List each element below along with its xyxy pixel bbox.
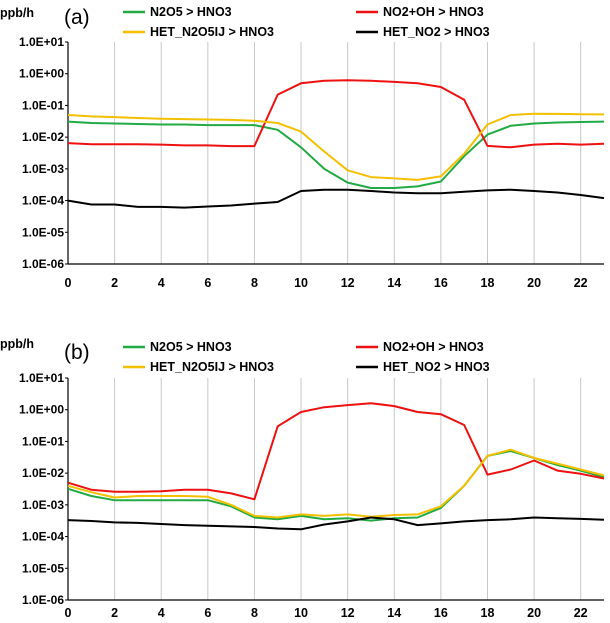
x-tick-label: 10 <box>294 276 308 290</box>
y-tick-label: 1.0E-05 <box>22 561 64 575</box>
series-line <box>67 450 605 522</box>
series-line <box>67 120 605 189</box>
y-tick-label: 1.0E-02 <box>22 130 64 144</box>
series-line <box>67 516 605 531</box>
y-tick-label: 1.0E+00 <box>19 67 64 81</box>
legend-label: NO2+OH > HNO3 <box>383 5 484 19</box>
x-tick-label: 8 <box>251 606 258 620</box>
x-tick-label: 20 <box>527 276 541 290</box>
legend-entry: NO2+OH > HNO3 <box>356 340 484 354</box>
x-tick-label: 2 <box>111 606 118 620</box>
x-tick-label: 20 <box>527 606 541 620</box>
x-tick-label: 22 <box>574 606 588 620</box>
legend-label: HET_N2O5IJ > HNO3 <box>150 25 274 39</box>
x-tick-label: 6 <box>204 276 211 290</box>
x-tick-label: 12 <box>341 276 355 290</box>
series-line <box>67 402 605 501</box>
x-tick-label: 0 <box>65 606 72 620</box>
x-tick-label: 14 <box>387 276 401 290</box>
legend-label: HET_N2O5IJ > HNO3 <box>150 360 274 374</box>
chart-panel-a: 1.0E+01 1.0E+00 1.0E-01 1.0E-02 1.0E-03 1.0E-… <box>0 5 605 290</box>
y-tick-label: 1.0E-01 <box>22 434 64 448</box>
x-tick-label: 4 <box>158 276 165 290</box>
y-tick-label: 1.0E-01 <box>22 98 64 112</box>
x-tick-label: 14 <box>387 606 401 620</box>
x-tick-label: 6 <box>204 606 211 620</box>
y-tick-label: 1.0E-06 <box>22 593 64 607</box>
y-unit-label: ppb/h <box>0 337 34 351</box>
x-tick-label: 4 <box>158 606 165 620</box>
series-line <box>67 448 605 519</box>
panel-label: (a) <box>64 6 90 29</box>
x-tick-label: 10 <box>294 606 308 620</box>
y-unit-label: ppb/h <box>0 6 34 20</box>
y-tick-label: 1.0E-04 <box>22 530 64 544</box>
legend-entry: HET_NO2 > HNO3 <box>356 360 490 374</box>
x-tick-label: 12 <box>341 606 355 620</box>
y-tick-label: 1.0E-05 <box>22 225 64 239</box>
legend-label: N2O5 > HNO3 <box>150 340 232 354</box>
series-line <box>67 188 605 209</box>
legend-entry: HET_N2O5IJ > HNO3 <box>123 360 274 374</box>
y-tick-label: 1.0E+00 <box>19 403 64 417</box>
x-tick-label: 22 <box>574 276 588 290</box>
legend-label: NO2+OH > HNO3 <box>383 340 484 354</box>
legend-entry: N2O5 > HNO3 <box>123 340 232 354</box>
panel-label: (b) <box>64 341 90 364</box>
legend-label: HET_NO2 > HNO3 <box>383 360 490 374</box>
x-tick-label: 2 <box>111 276 118 290</box>
legend-entry: HET_NO2 > HNO3 <box>356 25 490 39</box>
legend-entry: NO2+OH > HNO3 <box>356 5 484 19</box>
series-line <box>67 112 605 181</box>
series-line <box>67 79 605 149</box>
y-tick-label: 1.0E-06 <box>22 257 64 271</box>
y-tick-label: 1.0E-03 <box>22 498 64 512</box>
x-tick-label: 18 <box>481 606 495 620</box>
legend-label: N2O5 > HNO3 <box>150 5 232 19</box>
x-tick-label: 0 <box>65 276 72 290</box>
legend-entry: N2O5 > HNO3 <box>123 5 232 19</box>
y-tick-label: 1.0E+01 <box>19 371 64 385</box>
x-tick-label: 16 <box>434 276 448 290</box>
y-tick-label: 1.0E-04 <box>22 194 64 208</box>
x-tick-label: 18 <box>481 276 495 290</box>
y-tick-label: 1.0E-03 <box>22 162 64 176</box>
legend-entry: HET_N2O5IJ > HNO3 <box>123 25 274 39</box>
legend-label: HET_NO2 > HNO3 <box>383 25 490 39</box>
x-tick-label: 8 <box>251 276 258 290</box>
y-tick-label: 1.0E-02 <box>22 466 64 480</box>
x-tick-label: 16 <box>434 606 448 620</box>
y-tick-label: 1.0E+01 <box>19 35 64 49</box>
chart-panel-b: 1.0E+01 1.0E+00 1.0E-01 1.0E-02 1.0E-03 1.0E-… <box>0 337 605 620</box>
